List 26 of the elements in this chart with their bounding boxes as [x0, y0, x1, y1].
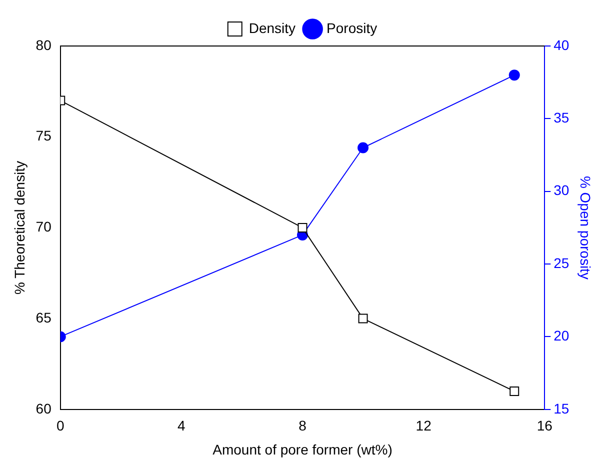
y-tick-label: 75: [36, 128, 52, 144]
y-tick-label: 60: [36, 400, 52, 416]
y-tick-label: 65: [36, 309, 52, 326]
x-tick-label: 8: [298, 418, 307, 434]
y2-tick-label: 35: [554, 110, 570, 126]
y2-tick-label: 20: [554, 328, 570, 344]
y-tick-label: 80: [36, 36, 52, 53]
y2-tick-label: 15: [554, 400, 570, 416]
point: [358, 142, 369, 154]
x-tick-label: 0: [56, 418, 64, 434]
legend-label: Density: [248, 20, 296, 36]
x-tick-label: 4: [178, 418, 186, 434]
legend-label: Porosity: [326, 20, 378, 36]
y2-tick-label: 30: [554, 182, 570, 198]
x-tick-label: 16: [536, 418, 553, 434]
point: [358, 314, 368, 324]
point: [508, 70, 520, 81]
x-tick-label: 12: [416, 418, 432, 434]
y2-tick-label: 40: [554, 36, 570, 53]
x-axis-title: Amount of pore former (wt%): [212, 441, 392, 458]
point: [510, 386, 520, 396]
y2-tick-label: 25: [554, 254, 570, 271]
y-axis-title: % Theoretical density: [11, 160, 28, 294]
point: [298, 222, 308, 232]
y-tick-label: 70: [36, 218, 52, 235]
y2-axis-title: % Open porosity: [578, 176, 594, 280]
